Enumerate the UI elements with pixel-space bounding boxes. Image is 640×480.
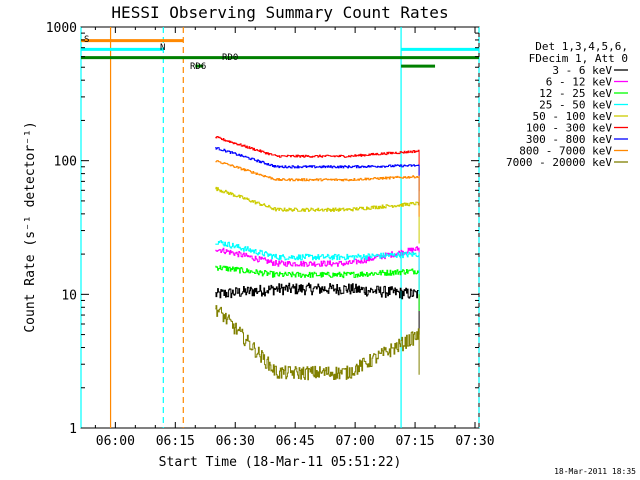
legend-entry-label: 7000 - 20000 keV <box>506 156 612 169</box>
legend-header-line: FDecim 1, Att 0 <box>529 52 628 65</box>
legend-entry-label: 12 - 25 keV <box>539 87 612 100</box>
legend-entry-label: 100 - 300 keV <box>526 122 612 135</box>
legend-entry-label: 300 - 800 keV <box>526 133 612 146</box>
legend-entry-label: 3 - 6 keV <box>552 64 612 77</box>
chart-title: HESSI Observing Summary Count Rates <box>111 3 448 22</box>
series-line <box>215 240 420 295</box>
flag-label-n: N <box>160 43 165 53</box>
y-tick-label: 1000 <box>46 21 77 36</box>
series-line <box>215 265 420 311</box>
x-tick-label: 06:15 <box>156 434 195 449</box>
flag-label-s: S <box>84 35 89 45</box>
legend-entry-label: 50 - 100 keV <box>533 110 613 123</box>
x-tick-label: 06:30 <box>216 434 255 449</box>
x-tick-label: 06:45 <box>276 434 315 449</box>
series-line <box>215 160 420 217</box>
y-axis-label: Count Rate (s⁻¹ detector⁻¹) <box>23 121 38 332</box>
legend-entry-label: 800 - 7000 keV <box>519 145 612 158</box>
timestamp: 18-Mar-2011 18:35 <box>554 467 636 476</box>
series-line <box>215 282 420 335</box>
x-tick-label: 07:00 <box>336 434 375 449</box>
series-line <box>215 186 420 244</box>
legend-entry-label: 25 - 50 keV <box>539 99 612 112</box>
x-tick-label: 06:00 <box>96 434 135 449</box>
flag-label-rd0: RD0 <box>222 53 238 63</box>
x-tick-label: 07:30 <box>455 434 494 449</box>
legend-header-line: Det 1,3,4,5,6, <box>535 40 628 53</box>
series-line <box>215 246 420 289</box>
y-tick-label: 1 <box>69 422 77 437</box>
series-line <box>215 305 420 381</box>
series-line <box>215 136 420 192</box>
x-axis-label: Start Time (18-Mar-11 05:51:22) <box>159 455 402 470</box>
series-line <box>215 147 420 206</box>
y-tick-label: 10 <box>61 288 77 303</box>
legend-entry-label: 6 - 12 keV <box>546 76 613 89</box>
flag-label-rd6: RD6 <box>190 62 206 72</box>
y-tick-label: 100 <box>54 155 77 170</box>
x-tick-label: 07:15 <box>395 434 434 449</box>
